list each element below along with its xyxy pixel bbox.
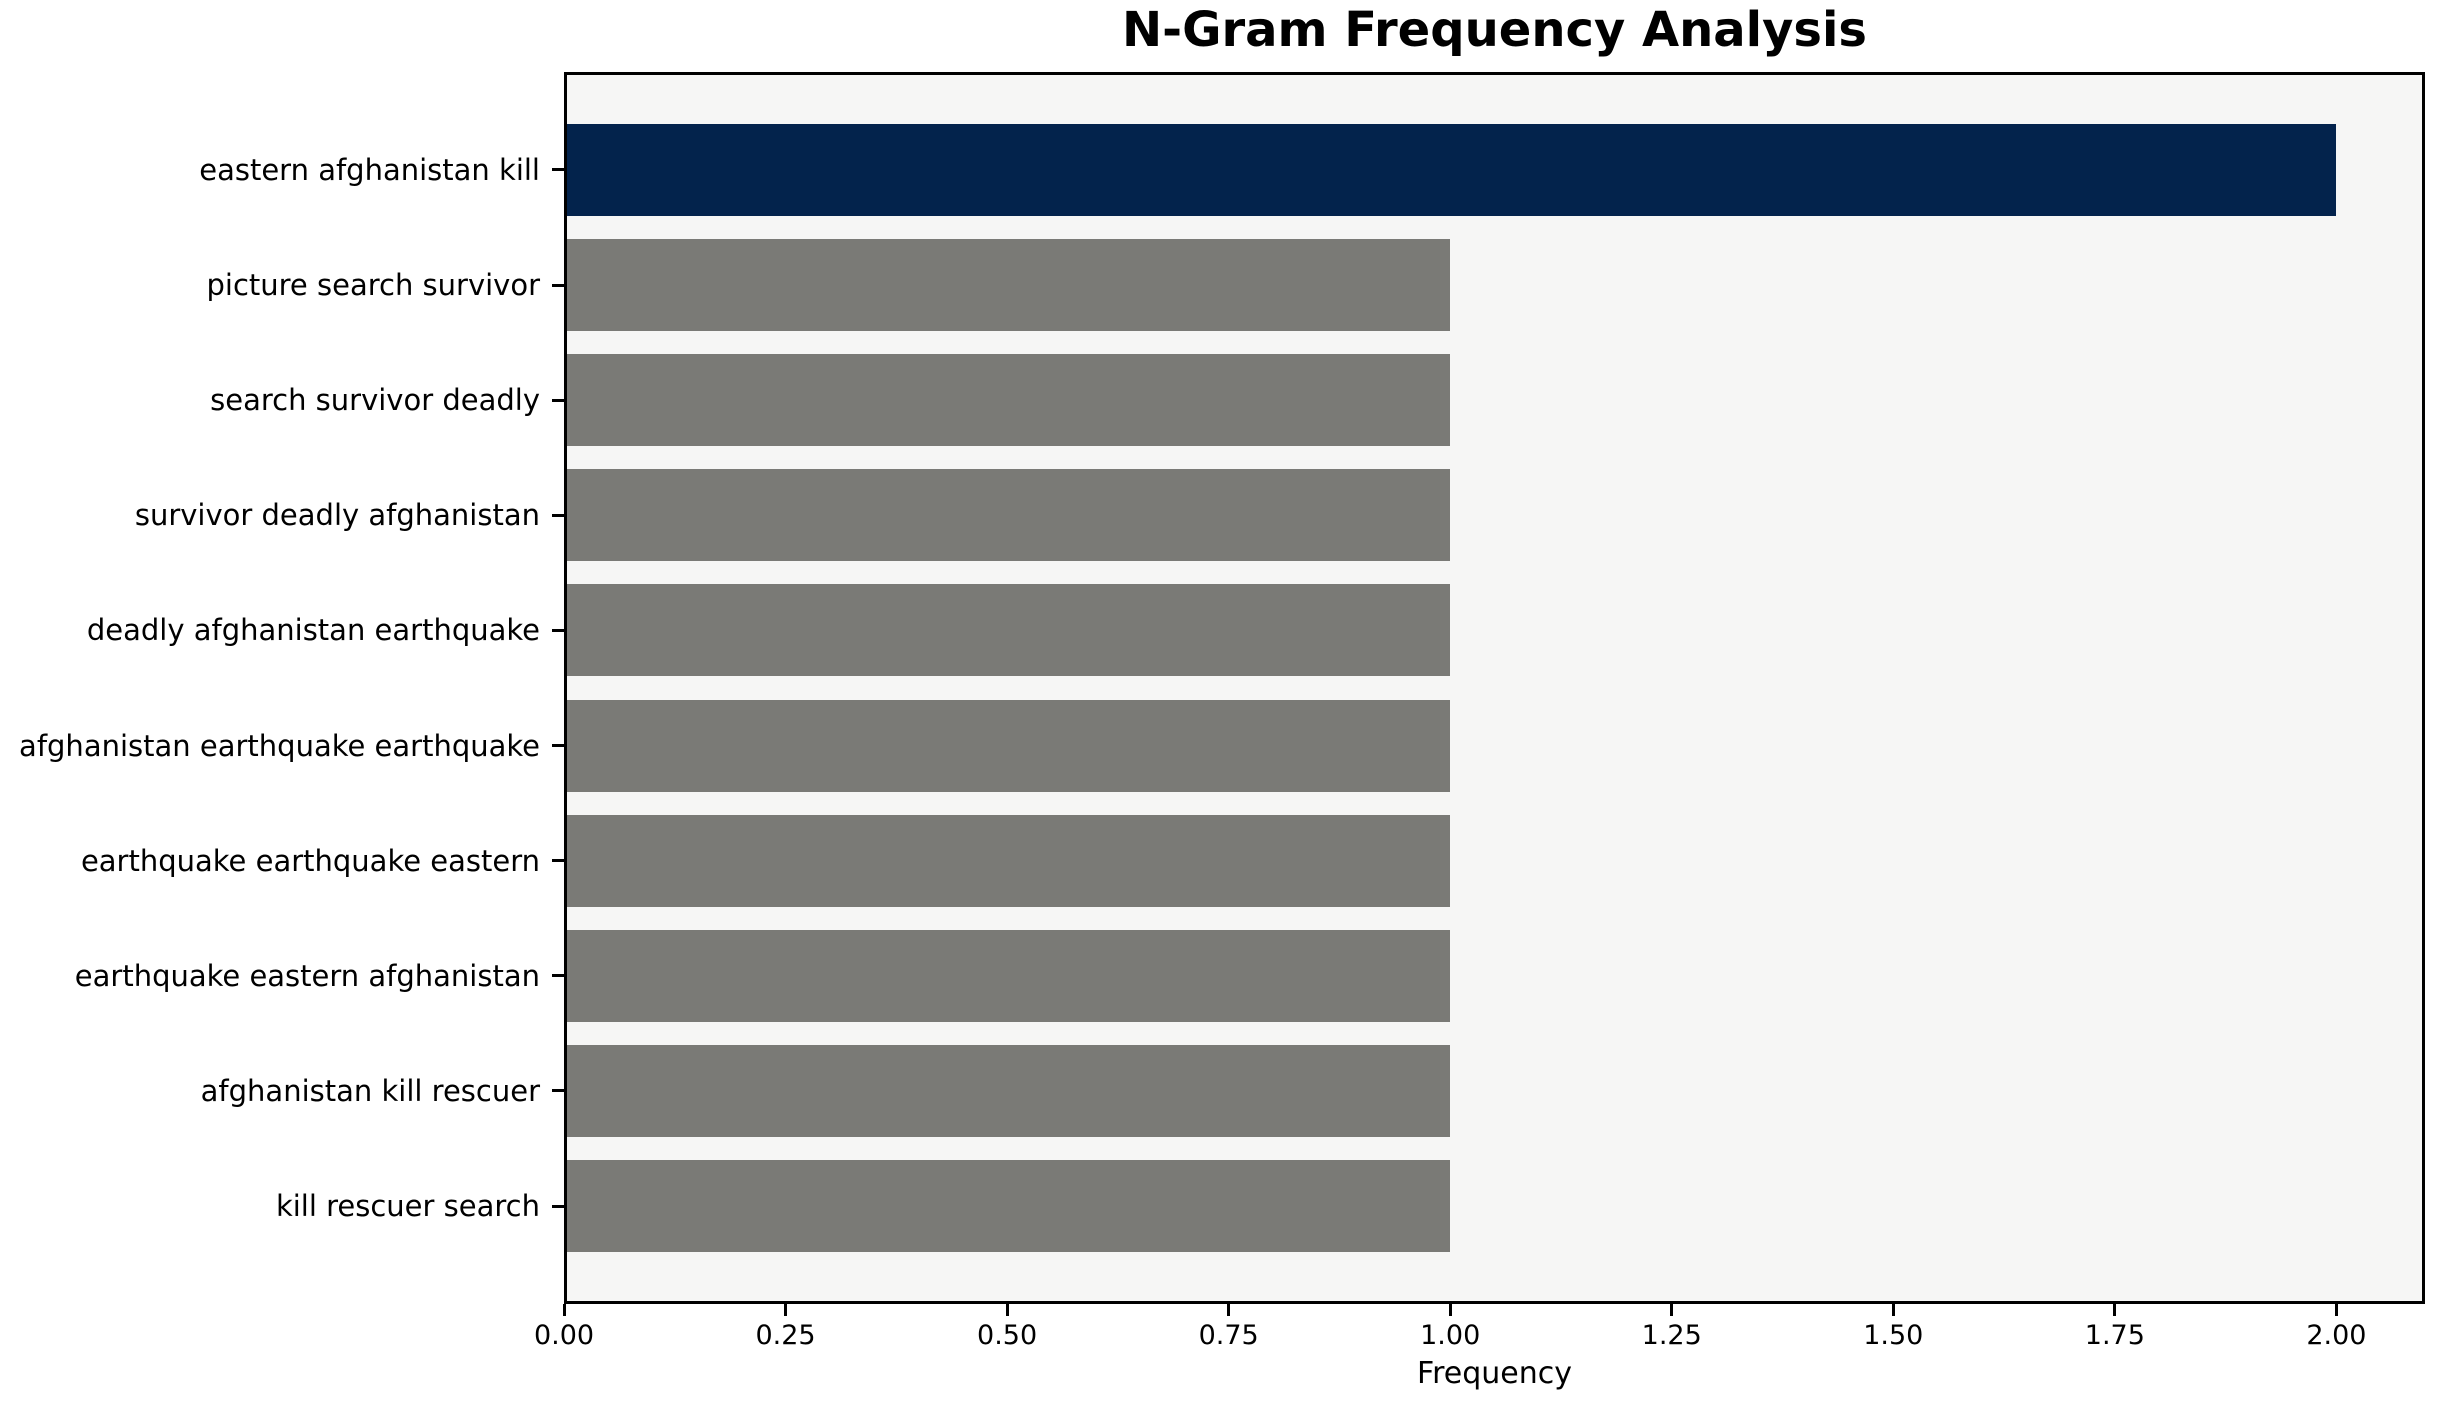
x-tick-mark bbox=[1448, 1304, 1452, 1316]
bar bbox=[564, 584, 1451, 677]
y-tick-label: earthquake eastern afghanistan bbox=[74, 958, 540, 993]
x-tick-label: 0.75 bbox=[1198, 1320, 1259, 1351]
bar bbox=[564, 929, 1451, 1022]
y-tick-label: earthquake earthquake eastern bbox=[80, 843, 540, 878]
x-tick-mark bbox=[2113, 1304, 2117, 1316]
x-tick-mark bbox=[1005, 1304, 1009, 1316]
y-tick-label: eastern afghanistan kill bbox=[199, 152, 540, 187]
x-tick-label: 0.50 bbox=[977, 1320, 1038, 1351]
x-axis-label: Frequency bbox=[1417, 1356, 1572, 1391]
bar bbox=[564, 238, 1451, 332]
chart-title: N-Gram Frequency Analysis bbox=[1122, 2, 1867, 58]
x-tick-label: 2.00 bbox=[2306, 1320, 2367, 1351]
y-tick-mark bbox=[552, 1204, 564, 1208]
bar bbox=[564, 469, 1451, 562]
x-tick-mark bbox=[1670, 1304, 1674, 1316]
y-tick-mark bbox=[552, 283, 564, 287]
y-tick-label: afghanistan earthquake earthquake bbox=[19, 728, 540, 763]
bar bbox=[564, 1044, 1451, 1138]
x-tick-mark bbox=[1227, 1304, 1231, 1316]
y-tick-mark bbox=[552, 398, 564, 402]
bar bbox=[564, 1160, 1451, 1253]
bar bbox=[564, 354, 1451, 447]
y-tick-mark bbox=[552, 1089, 564, 1093]
y-tick-mark bbox=[552, 859, 564, 863]
bar bbox=[564, 699, 1451, 792]
y-tick-mark bbox=[552, 744, 564, 748]
y-tick-label: afghanistan kill rescuer bbox=[200, 1073, 540, 1108]
y-tick-label: picture search survivor bbox=[206, 268, 540, 302]
bar bbox=[564, 814, 1451, 907]
y-tick-label: search survivor deadly bbox=[210, 383, 540, 418]
x-tick-label: 1.25 bbox=[1641, 1320, 1702, 1351]
y-tick-mark bbox=[552, 513, 564, 517]
x-tick-mark bbox=[562, 1304, 566, 1316]
x-tick-label: 0.25 bbox=[755, 1320, 816, 1351]
x-tick-mark bbox=[784, 1304, 788, 1316]
x-tick-mark bbox=[1891, 1304, 1895, 1316]
y-tick-mark bbox=[552, 168, 564, 172]
x-tick-label: 0.00 bbox=[533, 1320, 595, 1351]
y-tick-label: survivor deadly afghanistan bbox=[134, 498, 540, 533]
x-tick-label: 1.00 bbox=[1420, 1320, 1481, 1351]
y-tick-mark bbox=[552, 628, 564, 632]
bar bbox=[564, 123, 2337, 216]
x-tick-label: 1.50 bbox=[1863, 1320, 1924, 1351]
y-tick-label: kill rescuer search bbox=[275, 1189, 540, 1224]
x-tick-mark bbox=[2334, 1304, 2338, 1316]
x-tick-label: 1.75 bbox=[2084, 1320, 2145, 1351]
y-tick-mark bbox=[552, 974, 564, 978]
plot-area bbox=[564, 72, 2425, 1304]
y-tick-label: deadly afghanistan earthquake bbox=[86, 613, 540, 648]
